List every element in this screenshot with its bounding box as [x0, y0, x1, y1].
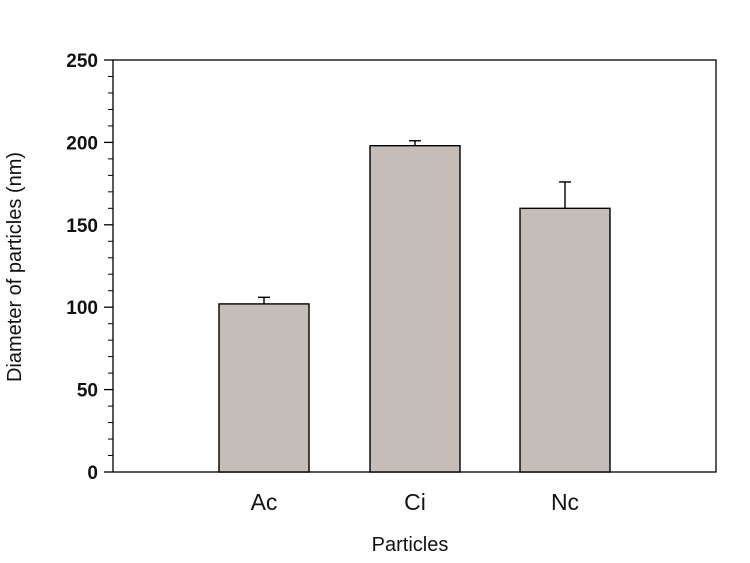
y-tick-label: 200 [66, 133, 98, 154]
bar-ci [369, 144, 461, 473]
y-axis-title: Diameter of particles (nm) [4, 152, 26, 382]
y-tick-label: 150 [66, 216, 98, 237]
bar-ac [218, 303, 310, 473]
y-tick-label: 100 [66, 298, 98, 319]
x-axis-title: Particles [372, 534, 449, 556]
y-tick-label: 250 [66, 51, 98, 72]
bar-nc [519, 207, 611, 473]
y-tick-label: 50 [77, 381, 98, 402]
x-tick-label-ac: Ac [251, 489, 278, 515]
plot-area: Ac Ci Nc 0 50 100 150 200 250 [66, 51, 717, 515]
y-tick-label: 0 [87, 463, 98, 484]
x-tick-label-ci: Ci [404, 489, 426, 515]
x-tick-label-nc: Nc [551, 489, 579, 515]
